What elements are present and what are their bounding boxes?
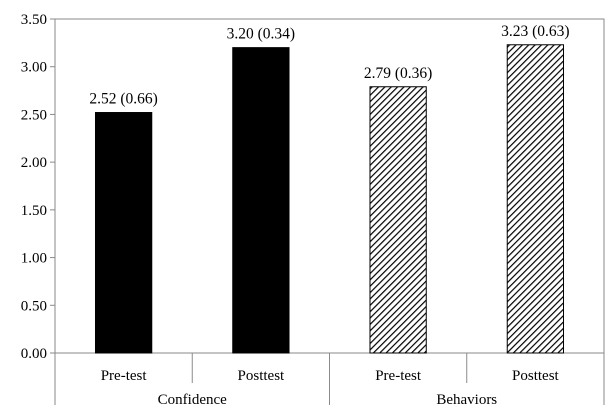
x-category-label: Posttest [512, 368, 560, 384]
y-tick-label: 2.50 [21, 107, 47, 123]
y-tick-label: 2.00 [21, 155, 47, 171]
x-group-label: Behaviors [436, 392, 497, 406]
bar-behaviors-posttest [506, 44, 565, 354]
x-category-label: Pre-test [101, 368, 148, 384]
data-label: 2.52 (0.66) [89, 91, 157, 108]
y-axis: 0.00 0.50 1.00 1.50 2.00 2.50 3.00 3.50 [21, 12, 55, 362]
data-label: 3.23 (0.63) [501, 23, 569, 40]
bar-confidence-posttest [232, 47, 290, 354]
y-tick-label: 1.00 [21, 251, 47, 267]
data-label: 3.20 (0.34) [227, 26, 295, 43]
y-tick-label: 0.00 [21, 346, 47, 362]
bar-series: 2.52 (0.66) 3.20 (0.34) 2.79 (0.36) 3.23 (0… [89, 23, 570, 354]
y-tick-label: 1.50 [21, 203, 47, 219]
y-tick-label: 3.50 [21, 12, 47, 28]
x-category-label: Posttest [238, 368, 286, 384]
x-axis: Pre-test Posttest Confidence Pre-test Postte… [54, 353, 605, 406]
y-tick-label: 0.50 [21, 298, 47, 314]
x-category-label: Pre-test [375, 368, 422, 384]
data-label: 2.79 (0.36) [364, 65, 432, 82]
y-tick-label: 3.00 [21, 60, 47, 76]
bar-confidence-pre-test [94, 112, 153, 354]
bar-behaviors-pre-test [369, 86, 427, 354]
x-group-label: Confidence [158, 392, 227, 406]
